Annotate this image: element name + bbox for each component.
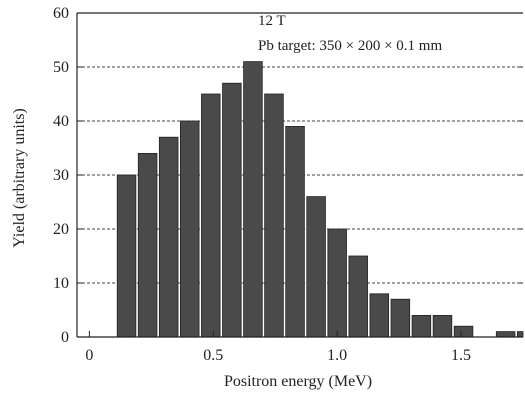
y-tick-label: 20 [53, 221, 69, 238]
x-tick-label: 0.5 [203, 347, 223, 364]
bar [348, 255, 368, 338]
bar [116, 174, 137, 338]
annotation-field: 12 T [258, 13, 286, 29]
bar [369, 293, 390, 338]
bar [222, 82, 242, 338]
annotation-target: Pb target: 350 × 200 × 0.1 mm [258, 38, 442, 54]
bar [264, 93, 284, 338]
bar [516, 331, 524, 338]
y-tick-label: 10 [53, 275, 69, 292]
x-tick-label: 0 [85, 347, 93, 364]
x-ticks: 0 0.5 1.0 1.5 [85, 331, 471, 364]
x-axis-label: Positron energy (MeV) [224, 373, 372, 390]
y-tick-label: 50 [53, 59, 69, 76]
bar [327, 228, 347, 338]
y-axis-label: Yield (arbitrary units) [11, 108, 28, 248]
x-tick-label: 1.5 [451, 347, 471, 364]
bars [116, 61, 524, 338]
y-tick-label: 0 [61, 329, 69, 346]
bar [306, 196, 326, 338]
y-ticks: 0 10 20 30 40 50 60 [53, 5, 523, 346]
bar [243, 61, 263, 338]
y-tick-label: 30 [53, 167, 69, 184]
bar [137, 152, 158, 338]
y-tick-label: 60 [53, 5, 69, 22]
bar [432, 314, 453, 338]
bar [285, 126, 305, 338]
bar [411, 314, 432, 338]
bar [495, 331, 516, 338]
bar [390, 298, 411, 338]
x-tick-label: 1.0 [327, 347, 347, 364]
bar [453, 325, 474, 338]
bar [158, 136, 179, 338]
bar [201, 93, 221, 338]
bar [180, 120, 200, 338]
y-tick-label: 40 [53, 113, 69, 130]
